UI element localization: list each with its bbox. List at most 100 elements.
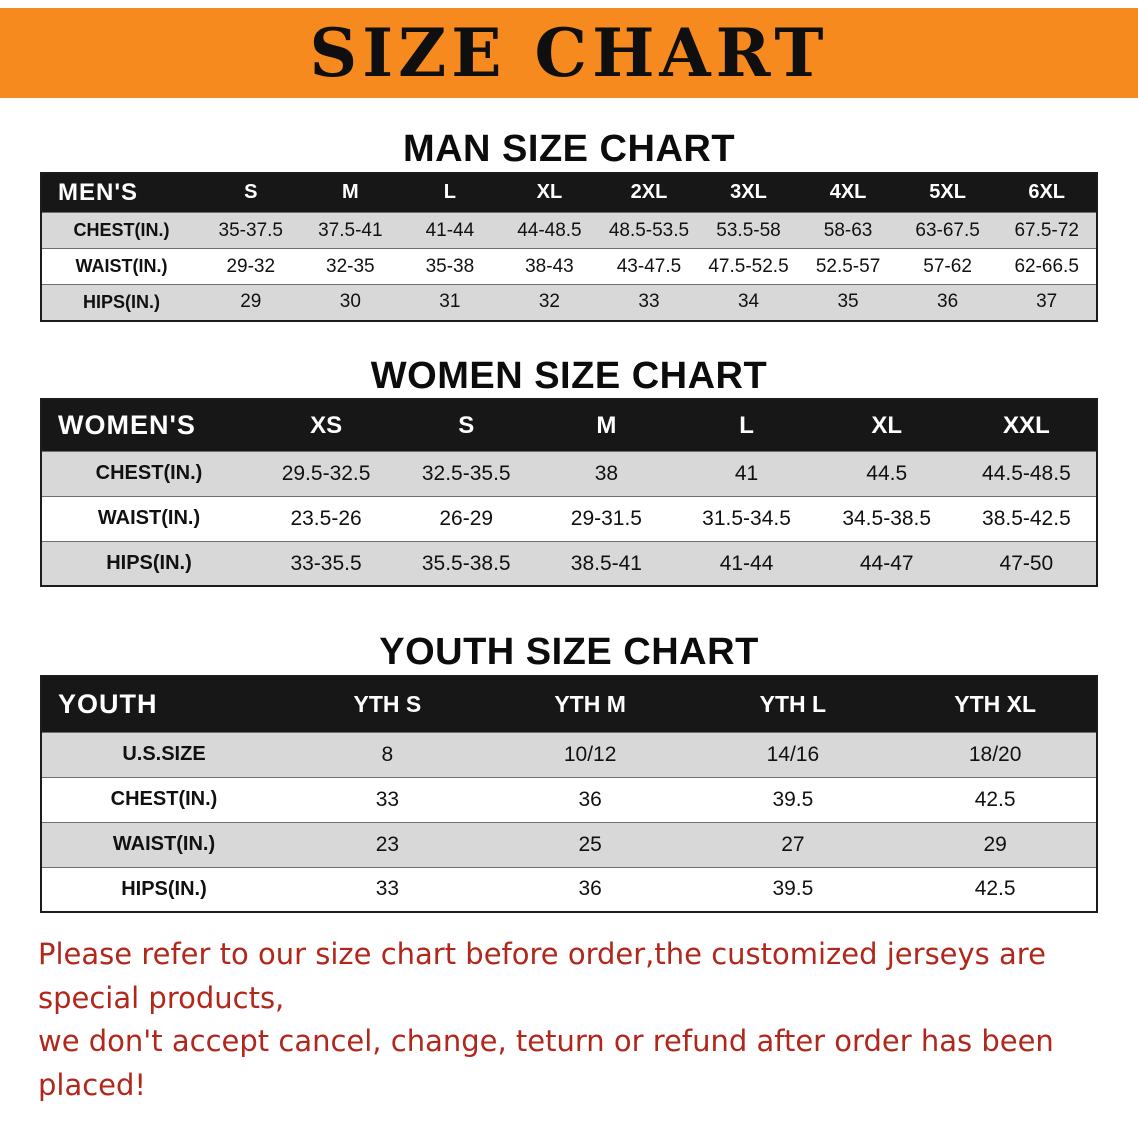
men-col-header-m: M xyxy=(300,172,401,213)
size-cell: 35 xyxy=(798,284,898,321)
women-header-row: WOMEN'S XS S M L XL XXL xyxy=(41,399,1097,452)
size-cell: 29-31.5 xyxy=(536,495,677,542)
men-section: MAN SIZE CHART MEN'S S M L XL 2XL 3XL 4X… xyxy=(0,128,1138,322)
size-cell: 26-29 xyxy=(396,495,537,542)
size-cell: 44.5-48.5 xyxy=(956,450,1097,497)
row-label: WAIST(IN.) xyxy=(41,495,256,542)
size-cell: 38.5-42.5 xyxy=(956,495,1097,542)
size-cell: 42.5 xyxy=(894,866,1097,913)
size-cell: 30 xyxy=(300,284,401,321)
size-cell: 57-62 xyxy=(897,248,998,285)
men-col-header-s: S xyxy=(201,172,301,213)
size-cell: 34.5-38.5 xyxy=(816,495,957,542)
women-size-table: WOMEN'S XS S M L XL XXL CHEST(IN.) 29.5-… xyxy=(40,398,1098,588)
size-cell: 29-32 xyxy=(201,248,301,285)
size-cell: 29 xyxy=(894,821,1097,868)
women-col-header-s: S xyxy=(396,399,537,452)
men-col-header-4xl: 4XL xyxy=(798,172,898,213)
row-label: CHEST(IN.) xyxy=(41,450,256,497)
men-col-header-2xl: 2XL xyxy=(599,172,699,213)
size-cell: 36 xyxy=(488,776,692,823)
size-cell: 42.5 xyxy=(894,776,1097,823)
size-cell: 63-67.5 xyxy=(897,212,998,249)
youth-col-header-xl: YTH XL xyxy=(894,676,1097,733)
size-cell: 39.5 xyxy=(691,866,895,913)
size-cell: 32 xyxy=(499,284,600,321)
youth-hips-row: HIPS(IN.) 33 36 39.5 42.5 xyxy=(41,866,1097,913)
men-table-title: MEN'S xyxy=(41,172,201,213)
size-cell: 14/16 xyxy=(691,731,895,778)
women-hips-row: HIPS(IN.) 33-35.5 35.5-38.5 38.5-41 41-4… xyxy=(41,540,1097,587)
youth-col-header-s: YTH S xyxy=(286,676,489,733)
size-cell: 27 xyxy=(691,821,895,868)
size-cell: 32-35 xyxy=(300,248,401,285)
women-col-header-xl: XL xyxy=(816,399,957,452)
men-hips-row: HIPS(IN.) 29 30 31 32 33 34 35 36 37 xyxy=(41,284,1097,321)
size-cell: 47-50 xyxy=(956,540,1097,587)
size-cell: 52.5-57 xyxy=(798,248,898,285)
size-cell: 44-47 xyxy=(816,540,957,587)
women-section-heading: WOMEN SIZE CHART xyxy=(370,354,768,397)
disclaimer-line-1: Please refer to our size chart before or… xyxy=(38,937,1046,1015)
size-cell: 29.5-32.5 xyxy=(256,450,397,497)
youth-ussize-row: U.S.SIZE 8 10/12 14/16 18/20 xyxy=(41,731,1097,778)
row-label: WAIST(IN.) xyxy=(41,821,286,868)
size-cell: 23 xyxy=(286,821,489,868)
men-col-header-5xl: 5XL xyxy=(897,172,998,213)
men-header-row: MEN'S S M L XL 2XL 3XL 4XL 5XL 6XL xyxy=(41,172,1097,213)
youth-col-header-l: YTH L xyxy=(691,676,895,733)
disclaimer: Please refer to our size chart before or… xyxy=(0,933,1138,1107)
women-col-header-xs: XS xyxy=(256,399,397,452)
size-cell: 33-35.5 xyxy=(256,540,397,587)
size-cell: 35-38 xyxy=(400,248,500,285)
men-col-header-6xl: 6XL xyxy=(997,172,1097,213)
size-cell: 34 xyxy=(698,284,799,321)
size-cell: 35-37.5 xyxy=(201,212,301,249)
women-chest-row: CHEST(IN.) 29.5-32.5 32.5-35.5 38 41 44.… xyxy=(41,450,1097,497)
size-cell: 38-43 xyxy=(499,248,600,285)
youth-chest-row: CHEST(IN.) 33 36 39.5 42.5 xyxy=(41,776,1097,823)
women-col-header-l: L xyxy=(676,399,817,452)
banner: SIZE CHART xyxy=(0,8,1138,98)
youth-size-table: YOUTH YTH S YTH M YTH L YTH XL U.S.SIZE … xyxy=(40,675,1098,914)
row-label: WAIST(IN.) xyxy=(41,248,201,285)
size-cell: 41-44 xyxy=(676,540,817,587)
women-section: WOMEN SIZE CHART WOMEN'S XS S M L XL XXL xyxy=(0,355,1138,588)
size-cell: 35.5-38.5 xyxy=(396,540,537,587)
youth-section-heading: YOUTH SIZE CHART xyxy=(379,631,759,674)
row-label: HIPS(IN.) xyxy=(41,540,256,587)
disclaimer-line-2: we don't accept cancel, change, teturn o… xyxy=(38,1024,1054,1102)
page-title: SIZE CHART xyxy=(309,14,829,92)
size-cell: 62-66.5 xyxy=(997,248,1097,285)
size-cell: 10/12 xyxy=(488,731,692,778)
size-cell: 33 xyxy=(286,776,489,823)
men-col-header-xl: XL xyxy=(499,172,600,213)
size-cell: 37 xyxy=(997,284,1097,321)
size-cell: 18/20 xyxy=(894,731,1097,778)
youth-table-title: YOUTH xyxy=(41,676,286,733)
size-cell: 31 xyxy=(400,284,500,321)
size-cell: 41 xyxy=(676,450,817,497)
size-cell: 67.5-72 xyxy=(997,212,1097,249)
size-cell: 41-44 xyxy=(400,212,500,249)
women-waist-row: WAIST(IN.) 23.5-26 26-29 29-31.5 31.5-34… xyxy=(41,495,1097,542)
youth-section: YOUTH SIZE CHART YOUTH YTH S YTH M YTH L… xyxy=(0,631,1138,914)
size-cell: 48.5-53.5 xyxy=(599,212,699,249)
youth-col-header-m: YTH M xyxy=(488,676,692,733)
size-cell: 36 xyxy=(897,284,998,321)
women-col-header-m: M xyxy=(536,399,677,452)
size-cell: 43-47.5 xyxy=(599,248,699,285)
row-label: HIPS(IN.) xyxy=(41,866,286,913)
youth-waist-row: WAIST(IN.) 23 25 27 29 xyxy=(41,821,1097,868)
men-col-header-3xl: 3XL xyxy=(698,172,799,213)
men-chest-row: CHEST(IN.) 35-37.5 37.5-41 41-44 44-48.5… xyxy=(41,212,1097,249)
size-cell: 44-48.5 xyxy=(499,212,600,249)
row-label: U.S.SIZE xyxy=(41,731,286,778)
size-cell: 44.5 xyxy=(816,450,957,497)
size-chart-page: SIZE CHART MAN SIZE CHART MEN'S S M L XL… xyxy=(0,8,1138,1107)
size-cell: 36 xyxy=(488,866,692,913)
women-table-title: WOMEN'S xyxy=(41,399,256,452)
size-cell: 33 xyxy=(599,284,699,321)
size-cell: 29 xyxy=(201,284,301,321)
men-size-table: MEN'S S M L XL 2XL 3XL 4XL 5XL 6XL CHEST… xyxy=(40,171,1098,322)
